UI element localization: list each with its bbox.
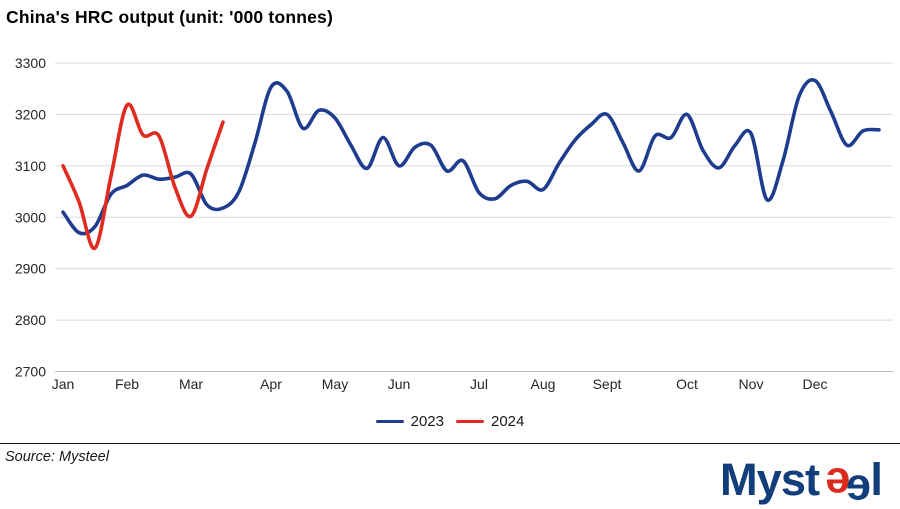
x-tick-label: Nov bbox=[739, 376, 764, 392]
x-tick-label: Jul bbox=[470, 376, 488, 392]
x-tick-label: Jan bbox=[52, 376, 75, 392]
legend-item-2024: 2024 bbox=[456, 413, 524, 430]
legend-label-2023: 2023 bbox=[410, 413, 444, 430]
x-tick-label: Feb bbox=[115, 376, 139, 392]
y-tick-label: 2700 bbox=[15, 364, 46, 380]
y-tick-label: 3200 bbox=[15, 106, 46, 122]
logo-blue-e-icon: e bbox=[846, 458, 871, 507]
y-tick-label: 2800 bbox=[15, 312, 46, 328]
x-tick-label: Sept bbox=[593, 376, 622, 392]
footer-divider bbox=[0, 443, 900, 444]
y-tick-label: 2900 bbox=[15, 261, 46, 277]
x-tick-label: Mar bbox=[179, 376, 203, 392]
x-tick-label: Oct bbox=[676, 376, 698, 392]
x-tick-label: Apr bbox=[260, 376, 282, 392]
x-tick-label: May bbox=[322, 376, 348, 392]
mysteel-logo: Myst e e l bbox=[720, 455, 883, 507]
y-tick-label: 3300 bbox=[15, 55, 46, 71]
y-tick-label: 3000 bbox=[15, 209, 46, 225]
y-tick-label: 3100 bbox=[15, 158, 46, 174]
legend-swatch-2024 bbox=[456, 419, 484, 424]
logo-text-main: Myst bbox=[720, 455, 820, 505]
legend-swatch-2023 bbox=[375, 419, 404, 424]
x-tick-label: Jun bbox=[388, 376, 411, 392]
chart-legend: 2023 2024 bbox=[0, 413, 900, 430]
chart-title: China's HRC output (unit: '000 tonnes) bbox=[6, 7, 334, 27]
logo-text-end: l bbox=[870, 455, 883, 505]
x-tick-label: Dec bbox=[803, 376, 828, 392]
logo-red-e-icon: e bbox=[825, 458, 850, 507]
source-note: Source: Mysteel bbox=[5, 449, 109, 465]
x-tick-label: Aug bbox=[531, 376, 556, 392]
series-line-2024 bbox=[61, 102, 225, 250]
line-chart: 3300 3200 3100 3000 2900 2800 2700 Jan Feb Mar Apr… bbox=[15, 55, 893, 392]
legend-label-2024: 2024 bbox=[491, 413, 525, 430]
legend-item-2023: 2023 bbox=[375, 413, 444, 430]
